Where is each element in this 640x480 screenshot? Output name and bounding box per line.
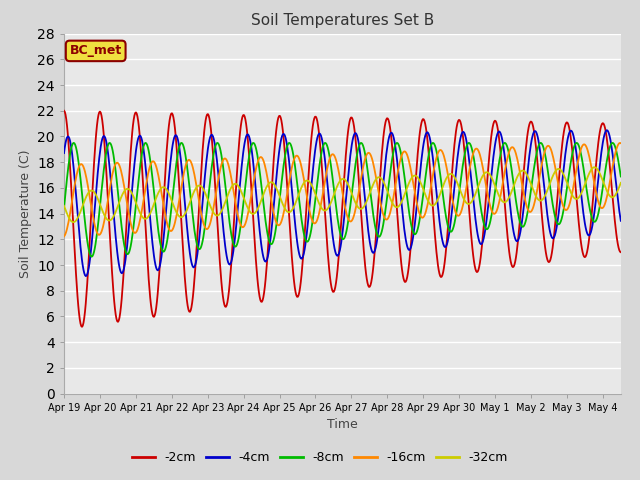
-32cm bbox=[63, 209, 70, 215]
-32cm bbox=[460, 197, 468, 203]
-4cm bbox=[82, 273, 90, 279]
Legend: -2cm, -4cm, -8cm, -16cm, -32cm: -2cm, -4cm, -8cm, -16cm, -32cm bbox=[127, 446, 513, 469]
Line: -2cm: -2cm bbox=[64, 111, 621, 327]
-8cm bbox=[60, 205, 68, 211]
-4cm bbox=[60, 150, 68, 156]
Title: Soil Temperatures Set B: Soil Temperatures Set B bbox=[251, 13, 434, 28]
-16cm bbox=[460, 200, 467, 206]
-2cm bbox=[298, 264, 306, 269]
-16cm bbox=[60, 233, 68, 239]
-16cm bbox=[473, 146, 481, 152]
-8cm bbox=[474, 182, 481, 188]
-8cm bbox=[298, 222, 306, 228]
Line: -4cm: -4cm bbox=[64, 130, 621, 276]
-32cm bbox=[298, 183, 306, 189]
-32cm bbox=[319, 207, 327, 213]
-8cm bbox=[88, 254, 95, 260]
-8cm bbox=[139, 147, 147, 153]
-16cm bbox=[616, 140, 624, 146]
-16cm bbox=[298, 164, 305, 170]
-8cm bbox=[63, 183, 70, 189]
-4cm bbox=[603, 127, 611, 133]
Text: BC_met: BC_met bbox=[70, 44, 122, 58]
-4cm bbox=[474, 232, 481, 238]
Line: -8cm: -8cm bbox=[64, 143, 621, 257]
-4cm bbox=[319, 144, 327, 150]
-2cm bbox=[474, 269, 481, 275]
-2cm bbox=[78, 324, 86, 330]
-32cm bbox=[591, 164, 598, 170]
-16cm bbox=[617, 140, 625, 146]
X-axis label: Time: Time bbox=[327, 418, 358, 431]
-2cm bbox=[63, 116, 70, 122]
-16cm bbox=[63, 228, 70, 234]
-16cm bbox=[319, 192, 326, 198]
-2cm bbox=[139, 175, 147, 181]
-2cm bbox=[319, 184, 327, 190]
-4cm bbox=[617, 218, 625, 224]
-8cm bbox=[460, 154, 468, 160]
-8cm bbox=[617, 174, 625, 180]
-8cm bbox=[609, 140, 616, 146]
-4cm bbox=[139, 141, 147, 147]
-2cm bbox=[60, 108, 68, 114]
-32cm bbox=[617, 180, 625, 186]
-4cm bbox=[460, 130, 468, 136]
-4cm bbox=[298, 255, 306, 261]
-2cm bbox=[460, 145, 468, 151]
-32cm bbox=[60, 203, 68, 209]
-4cm bbox=[63, 137, 70, 143]
-32cm bbox=[474, 185, 481, 191]
-2cm bbox=[617, 249, 625, 255]
-16cm bbox=[138, 207, 146, 213]
Line: -16cm: -16cm bbox=[64, 143, 621, 236]
Line: -32cm: -32cm bbox=[64, 167, 621, 222]
-32cm bbox=[70, 219, 77, 225]
-8cm bbox=[319, 143, 327, 148]
-32cm bbox=[139, 215, 147, 220]
Y-axis label: Soil Temperature (C): Soil Temperature (C) bbox=[19, 149, 31, 278]
